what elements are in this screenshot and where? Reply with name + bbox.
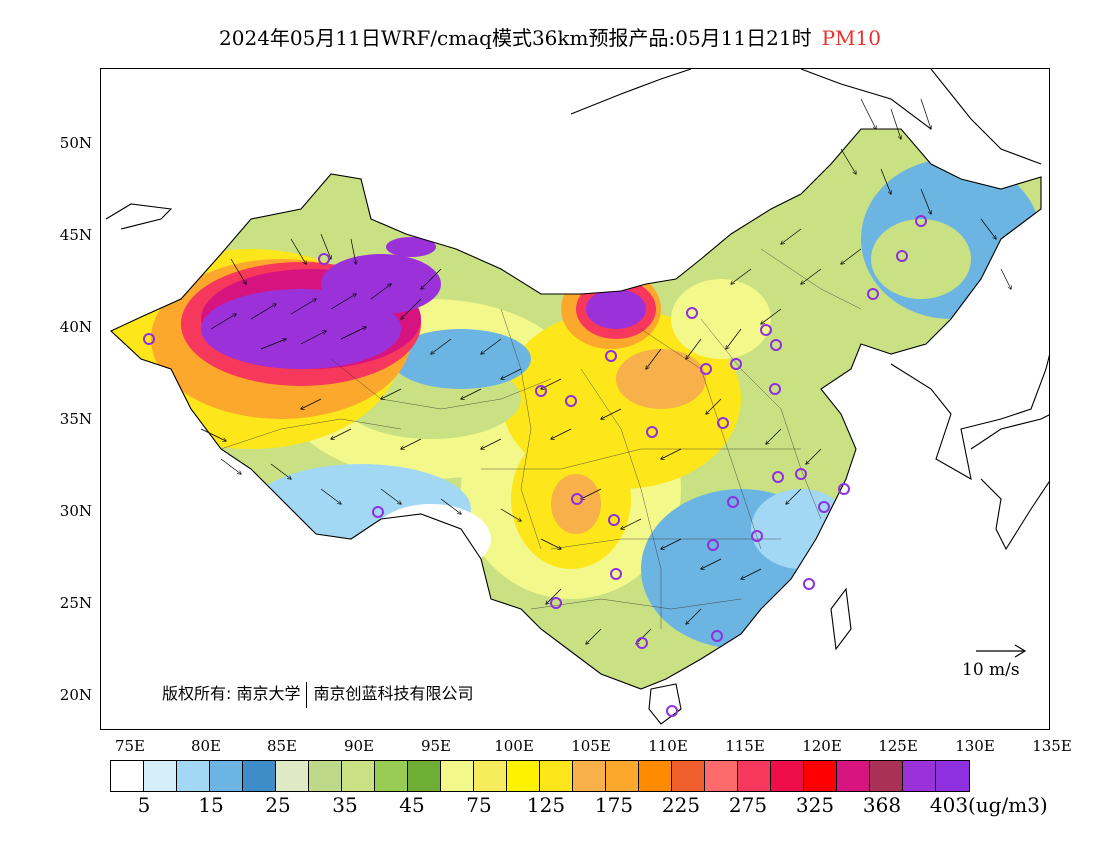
lon-label-90e: 90E: [343, 737, 375, 755]
wind-legend-arrow: [976, 644, 1027, 658]
colorbar-label: 325: [795, 793, 835, 817]
lat-label-30n: 30N: [59, 502, 92, 520]
lon-label-85e: 85E: [266, 737, 298, 755]
colorbar-swatch: [540, 761, 573, 791]
province-borders: [220, 248, 862, 629]
colorbar-swatch: [342, 761, 375, 791]
coastlines: [105, 69, 1049, 725]
colorbar-swatch: [804, 761, 837, 791]
title-species: PM10: [821, 26, 881, 50]
map-panel: [100, 68, 1050, 730]
colorbar-units: (ug/m3): [968, 793, 1048, 817]
copyright-left: 版权所有: 南京大学: [162, 684, 301, 703]
colorbar-swatch: [705, 761, 738, 791]
colorbar: [110, 760, 970, 792]
lon-label-95e: 95E: [420, 737, 452, 755]
colorbar-swatch: [111, 761, 144, 791]
colorbar-swatch: [837, 761, 870, 791]
lon-label-125e: 125E: [878, 737, 918, 755]
colorbar-swatch: [606, 761, 639, 791]
lat-label-25n: 25N: [59, 594, 92, 612]
colorbar-swatch: [672, 761, 705, 791]
colorbar-swatch: [474, 761, 507, 791]
colorbar-swatch: [441, 761, 474, 791]
colorbar-swatch: [276, 761, 309, 791]
lon-label-110e: 110E: [648, 737, 688, 755]
colorbar-label: 275: [728, 793, 768, 817]
lat-label-35n: 35N: [59, 410, 92, 428]
pollution-map: [105, 69, 1049, 725]
lat-label-50n: 50N: [59, 134, 92, 152]
colorbar-swatch: [243, 761, 276, 791]
colorbar-swatch: [408, 761, 441, 791]
colorbar-swatch: [309, 761, 342, 791]
colorbar-swatch: [639, 761, 672, 791]
lon-label-100e: 100E: [494, 737, 534, 755]
colorbar-swatch: [177, 761, 210, 791]
colorbar-label: 175: [594, 793, 634, 817]
colorbar-label: 35: [332, 793, 358, 817]
lat-label-40n: 40N: [59, 318, 92, 336]
colorbar-label: 15: [198, 793, 224, 817]
copyright-divider: [306, 681, 308, 708]
colorbar-label: 368: [862, 793, 902, 817]
wind-vectors: [200, 98, 1011, 644]
colorbar-swatch: [903, 761, 936, 791]
lat-label-45n: 45N: [59, 226, 92, 244]
colorbar-swatch: [936, 761, 969, 791]
lon-label-115e: 115E: [725, 737, 765, 755]
chart-title: 2024年05月11日WRF/cmaq模式36km预报产品:05月11日21时 P…: [0, 22, 1100, 51]
colorbar-swatch: [375, 761, 408, 791]
colorbar-label: 45: [399, 793, 425, 817]
colorbar-swatch: [507, 761, 540, 791]
colorbar-swatch: [144, 761, 177, 791]
colorbar-swatch: [771, 761, 804, 791]
lat-label-20n: 20N: [59, 686, 92, 704]
colorbar-swatch: [738, 761, 771, 791]
colorbar-swatch: [210, 761, 243, 791]
title-main: 2024年05月11日WRF/cmaq模式36km预报产品:05月11日21时: [219, 26, 812, 50]
colorbar-swatch: [573, 761, 606, 791]
copyright-right: 南京创蓝科技有限公司: [313, 684, 474, 703]
lon-label-135e: 135E: [1032, 737, 1072, 755]
colorbar-label: 25: [265, 793, 291, 817]
city-markers: [143, 215, 927, 717]
colorbar-label: 403: [929, 793, 969, 817]
copyright-text: 版权所有: 南京大学 南京创蓝科技有限公司: [162, 680, 474, 708]
colorbar-label: 225: [661, 793, 701, 817]
colorbar-label: 5: [137, 793, 151, 817]
wind-legend-label: 10 m/s: [962, 660, 1020, 680]
colorbar-swatch: [870, 761, 903, 791]
lon-label-105e: 105E: [571, 737, 611, 755]
lon-label-75e: 75E: [114, 737, 146, 755]
lon-label-80e: 80E: [190, 737, 222, 755]
colorbar-label: 125: [526, 793, 566, 817]
lon-label-120e: 120E: [802, 737, 842, 755]
colorbar-label: 75: [466, 793, 492, 817]
lon-label-130e: 130E: [955, 737, 995, 755]
